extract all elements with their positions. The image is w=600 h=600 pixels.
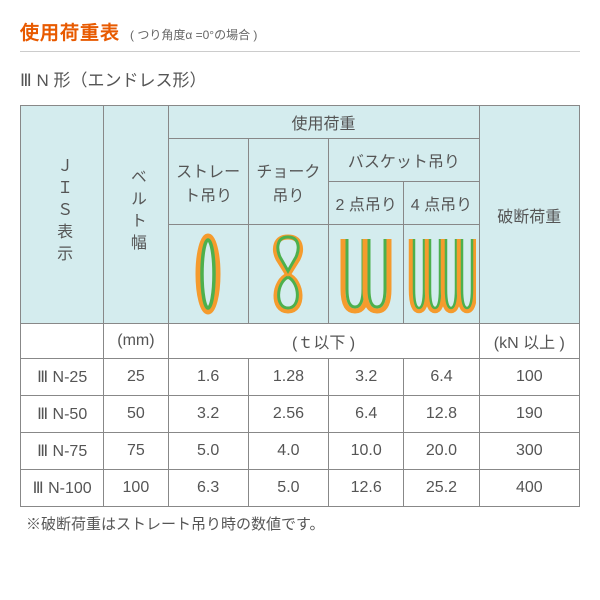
cell-b2: 6.4 [329, 396, 404, 433]
header-break: 破断荷重 [479, 106, 579, 324]
cell-straight: 3.2 [168, 396, 248, 433]
header-basket2: 2 点吊り [329, 182, 404, 225]
header-load-group: 使用荷重 [168, 106, 479, 139]
table-row: Ⅲ N-25251.61.283.26.4100 [21, 359, 580, 396]
header-basket4: 4 点吊り [404, 182, 479, 225]
cell-b4: 12.8 [404, 396, 479, 433]
cell-straight: 5.0 [168, 433, 248, 470]
unit-load: (ｔ以下 ) [168, 324, 479, 359]
cell-choke: 2.56 [248, 396, 328, 433]
cell-b4: 20.0 [404, 433, 479, 470]
table-row: Ⅲ N-1001006.35.012.625.2400 [21, 470, 580, 507]
cell-break: 100 [479, 359, 579, 396]
cell-b4: 25.2 [404, 470, 479, 507]
straight-sling-icon [168, 225, 248, 324]
cell-jis: Ⅲ N-50 [21, 396, 104, 433]
choke-sling-icon [248, 225, 328, 324]
header-jis: ＪＩＳ表示 [50, 147, 74, 277]
unit-belt: (mm) [104, 324, 168, 359]
footnote: ※破断荷重はストレート吊り時の数値です。 [20, 513, 580, 534]
cell-jis: Ⅲ N-100 [21, 470, 104, 507]
cell-choke: 4.0 [248, 433, 328, 470]
table-row: Ⅲ N-75755.04.010.020.0300 [21, 433, 580, 470]
cell-belt: 100 [104, 470, 168, 507]
cell-choke: 1.28 [248, 359, 328, 396]
cell-b2: 10.0 [329, 433, 404, 470]
load-table: ＪＩＳ表示 ベルト幅 使用荷重 破断荷重 ストレート吊り チョーク吊り バスケッ… [20, 105, 580, 507]
header-straight: ストレート吊り [168, 139, 248, 225]
basket4-sling-icon [404, 225, 479, 324]
unit-break: (kN 以上 ) [479, 324, 579, 359]
cell-break: 300 [479, 433, 579, 470]
page-title: 使用荷重表 [20, 18, 120, 45]
cell-jis: Ⅲ N-75 [21, 433, 104, 470]
cell-belt: 75 [104, 433, 168, 470]
basket2-sling-icon [329, 225, 404, 324]
cell-b4: 6.4 [404, 359, 479, 396]
subtitle: Ⅲ N 形（エンドレス形） [20, 66, 580, 91]
cell-belt: 25 [104, 359, 168, 396]
header-basket-group: バスケット吊り [329, 139, 480, 182]
cell-choke: 5.0 [248, 470, 328, 507]
table-row: Ⅲ N-50503.22.566.412.8190 [21, 396, 580, 433]
cell-straight: 1.6 [168, 359, 248, 396]
unit-jis-blank [21, 324, 104, 359]
cell-b2: 3.2 [329, 359, 404, 396]
header-choke: チョーク吊り [248, 139, 328, 225]
cell-belt: 50 [104, 396, 168, 433]
cell-straight: 6.3 [168, 470, 248, 507]
header-belt: ベルト幅 [124, 158, 148, 266]
cell-break: 400 [479, 470, 579, 507]
cell-b2: 12.6 [329, 470, 404, 507]
title-subscript: ( つり角度α =0°の場合 ) [130, 26, 257, 43]
cell-break: 190 [479, 396, 579, 433]
cell-jis: Ⅲ N-25 [21, 359, 104, 396]
